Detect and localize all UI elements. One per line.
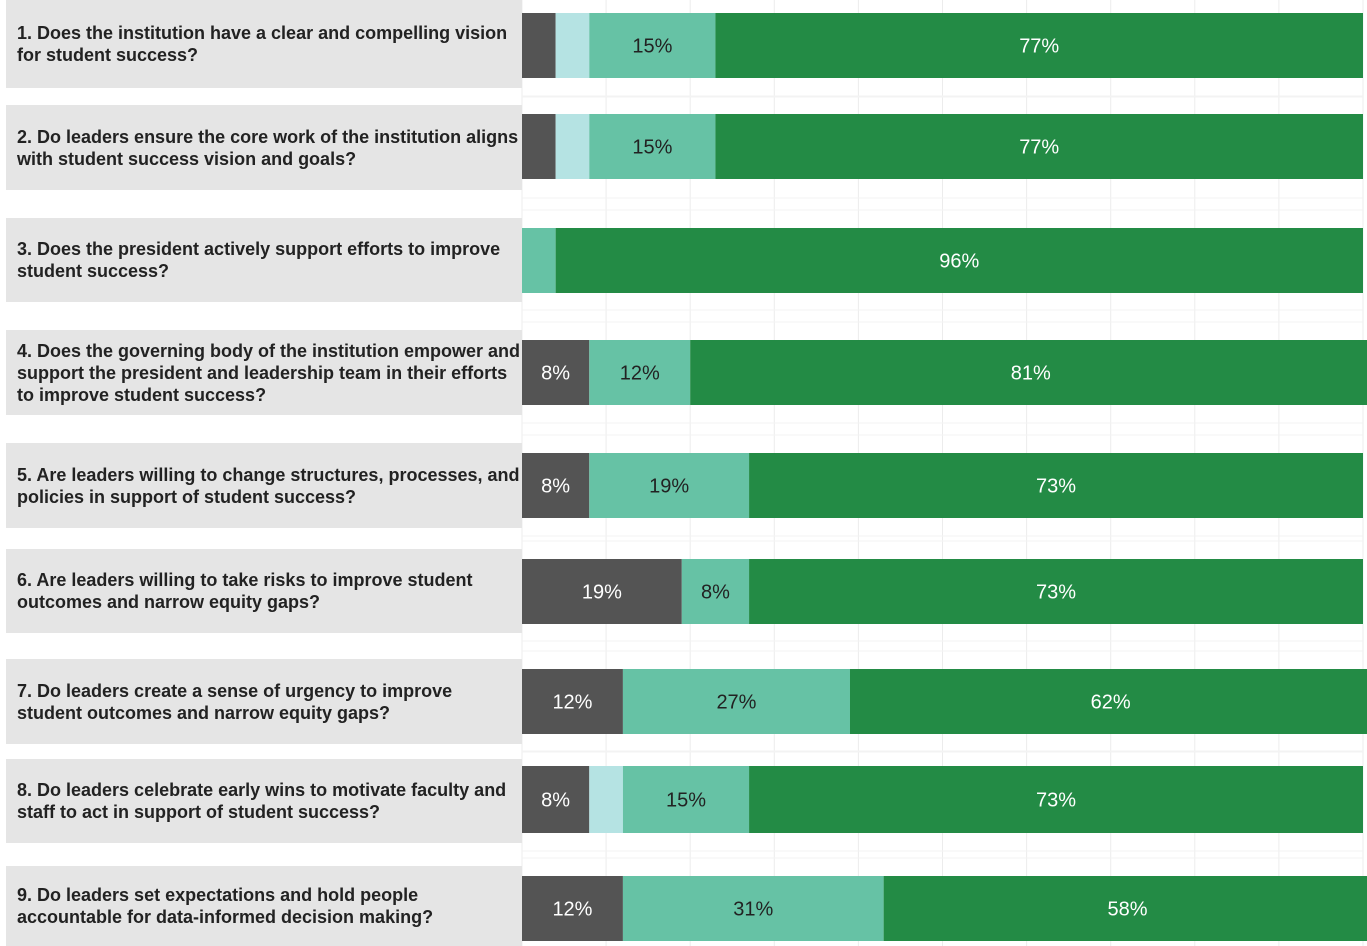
data-label: 15% [666, 790, 706, 812]
question-label-box: 4. Does the governing body of the instit… [6, 330, 522, 415]
bar-segment [522, 114, 556, 179]
question-label-box: 7. Do leaders create a sense of urgency … [6, 659, 522, 744]
question-label: 2. Do leaders ensure the core work of th… [17, 126, 519, 169]
data-label: 62% [1091, 692, 1131, 714]
bar-row: 12% 31% 58% [522, 876, 1367, 941]
bar-row: 19% 8% 73% [522, 559, 1363, 624]
data-label: 8% [541, 363, 570, 385]
data-label: 73% [1036, 476, 1076, 498]
data-label: 8% [541, 476, 570, 498]
question-label-box: 3. Does the president actively support e… [6, 218, 522, 302]
data-label: 15% [632, 137, 672, 159]
bar-segment [555, 228, 1363, 293]
bar-segment [589, 13, 716, 78]
bar-segment [883, 876, 1367, 941]
question-label: 3. Does the president actively support e… [17, 239, 501, 281]
data-label: 19% [649, 476, 689, 498]
bar-segment [522, 13, 556, 78]
bar-segment [522, 228, 556, 293]
data-label: 19% [582, 582, 622, 604]
bar-row: 8% 15% 73% [522, 766, 1363, 833]
bar-segment [715, 114, 1363, 179]
bar-segment [849, 669, 1367, 734]
data-label: 73% [1036, 582, 1076, 604]
bar-segment [522, 453, 590, 518]
data-label: 12% [552, 899, 592, 921]
bar-segment [622, 766, 750, 833]
bar-row: 96% [522, 228, 1363, 293]
data-label: 77% [1019, 137, 1059, 159]
question-label-box: 5. Are leaders willing to change structu… [6, 443, 522, 528]
data-label: 15% [632, 36, 672, 58]
question-label-box: 9. Do leaders set expectations and hold … [6, 866, 522, 946]
question-label: 9. Do leaders set expectations and hold … [17, 885, 434, 927]
bar-segment [749, 559, 1363, 624]
bar-segment [589, 114, 716, 179]
data-label: 12% [552, 692, 592, 714]
bar-segment [681, 559, 750, 624]
bar-segment [522, 340, 590, 405]
bar-segment [522, 559, 682, 624]
bar-segment [622, 669, 850, 734]
question-label: 6. Are leaders willing to take risks to … [17, 570, 473, 612]
question-label: 8. Do leaders celebrate early wins to mo… [17, 780, 507, 822]
bar-segment [589, 340, 691, 405]
question-label: 4. Does the governing body of the instit… [17, 340, 521, 405]
bar-row: 15% 77% [522, 13, 1363, 78]
question-label: 7. Do leaders create a sense of urgency … [17, 680, 453, 723]
bar-segment [589, 766, 623, 833]
question-label-box: 1. Does the institution have a clear and… [6, 0, 522, 88]
data-label: 8% [701, 582, 730, 604]
data-label: 31% [733, 899, 773, 921]
bar-segment [749, 453, 1363, 518]
bar-segment [749, 766, 1363, 833]
bar-segment [522, 669, 623, 734]
bar-segment [715, 13, 1363, 78]
question-label-box: 2. Do leaders ensure the core work of th… [6, 105, 522, 190]
question-label: 1. Does the institution have a clear and… [17, 23, 508, 65]
bar-segment [522, 766, 590, 833]
bar-row: 12% 27% 62% [522, 669, 1367, 734]
question-label-box: 8. Do leaders celebrate early wins to mo… [6, 759, 522, 843]
bar-segment [690, 340, 1367, 405]
bar-segment [555, 13, 590, 78]
data-label: 12% [620, 363, 660, 385]
data-label: 77% [1019, 36, 1059, 58]
data-label: 73% [1036, 790, 1076, 812]
bar-row: 8% 12% 81% [522, 340, 1367, 405]
question-label: 5. Are leaders willing to change structu… [17, 464, 520, 507]
bar-row: 8% 19% 73% [522, 453, 1363, 518]
data-label: 27% [716, 692, 756, 714]
question-label-box: 6. Are leaders willing to take risks to … [6, 549, 522, 633]
data-label: 96% [939, 251, 979, 273]
data-label: 8% [541, 790, 570, 812]
bar-segment [522, 876, 623, 941]
bar-segment [622, 876, 884, 941]
data-label: 81% [1011, 363, 1051, 385]
bar-segment [555, 114, 590, 179]
data-label: 58% [1108, 899, 1148, 921]
bar-row: 15% 77% [522, 114, 1363, 179]
bar-segment [589, 453, 750, 518]
